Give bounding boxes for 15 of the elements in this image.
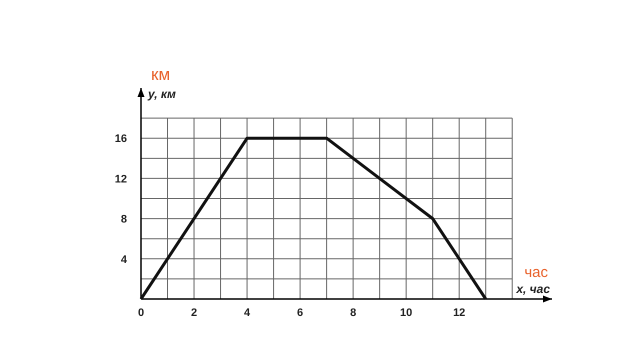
x-tick-label: 2 [190, 307, 198, 319]
x-tick-label: 6 [297, 307, 304, 319]
x-tick-label: 0 [138, 307, 144, 319]
y-axis-title: y, км [147, 87, 176, 101]
y-tick-label: 16 [114, 133, 127, 146]
x-tick-label: 4 [244, 307, 251, 319]
x-tick-label: 12 [453, 307, 466, 319]
y-tick-label: 12 [114, 173, 127, 186]
y-tick-label: 4 [120, 254, 128, 266]
x-tick-label: 8 [350, 307, 356, 319]
x-tick-label: 10 [400, 307, 412, 319]
annotation: час [524, 264, 548, 281]
text: км [151, 65, 170, 84]
x-axis-title: x, час [515, 282, 550, 296]
y-tick-label: 8 [120, 214, 127, 226]
